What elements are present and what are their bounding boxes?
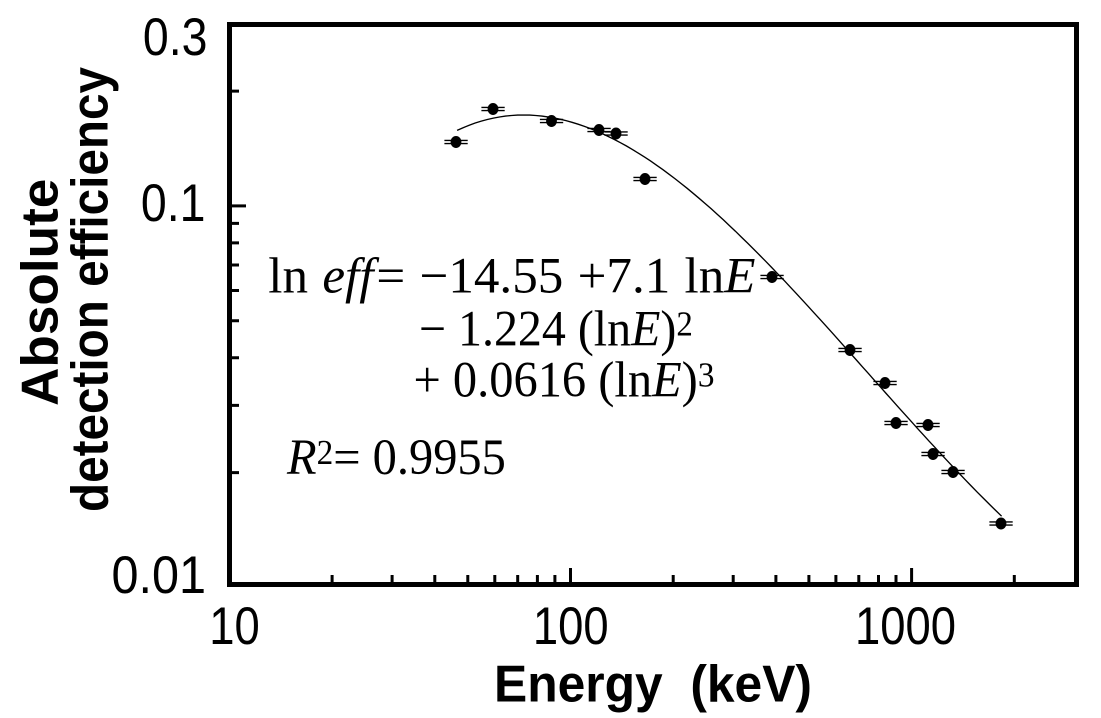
svg-text:+ 0.0616 (lnE)3: + 0.0616 (lnE)3 [414,351,715,407]
svg-text:− 1.224 (lnE)2: − 1.224 (lnE)2 [419,300,693,357]
svg-text:Energy (keV): Energy (keV) [494,654,812,712]
svg-text:ln eff= −14.55 +7.1 lnE: ln eff= −14.55 +7.1 lnE [268,249,755,305]
svg-text:0.3: 0.3 [143,7,208,66]
svg-text:1000: 1000 [855,597,956,656]
svg-text:10: 10 [209,597,260,656]
svg-text:detection efficiency: detection efficiency [61,67,119,512]
svg-text:R2= 0.9955: R2= 0.9955 [286,429,506,485]
svg-text:0.1: 0.1 [141,173,206,232]
svg-text:100: 100 [533,597,609,656]
svg-text:Absolute: Absolute [11,179,69,406]
svg-text:0.01: 0.01 [111,545,206,604]
